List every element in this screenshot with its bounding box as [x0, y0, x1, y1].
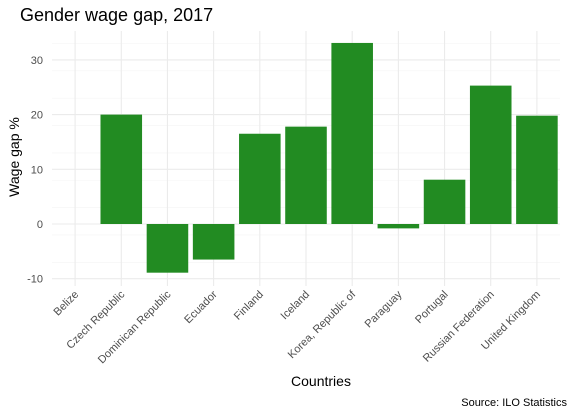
source-caption: Source: ILO Statistics — [461, 397, 567, 409]
y-tick-label: 30 — [31, 55, 43, 67]
bar — [377, 224, 420, 229]
y-tick-label: -10 — [27, 274, 43, 286]
bar — [239, 133, 281, 224]
bar — [469, 85, 512, 224]
y-tick-label: 0 — [37, 219, 43, 231]
x-axis-title: Countries — [291, 373, 351, 389]
x-tick-label: Ecuador — [182, 288, 220, 326]
x-tick-label: Belize — [52, 289, 82, 319]
x-tick-label: Finland — [232, 289, 266, 323]
bar — [285, 126, 327, 224]
bar — [100, 114, 143, 224]
chart-title: Gender wage gap, 2017 — [20, 5, 213, 25]
bars — [100, 42, 558, 273]
x-tick-label: Portugal — [413, 289, 450, 326]
y-axis-title: Wage gap % — [6, 117, 22, 197]
x-tick-label: Iceland — [279, 289, 313, 323]
bar — [146, 224, 189, 273]
bar — [423, 179, 466, 224]
bar — [192, 224, 235, 260]
y-tick-label: 20 — [31, 110, 43, 122]
y-axis-ticks: -10 0 10 20 30 — [27, 55, 43, 286]
bar — [331, 42, 373, 225]
bar — [516, 115, 558, 224]
y-tick-label: 10 — [31, 164, 43, 176]
x-tick-label: Paraguay — [363, 288, 405, 330]
